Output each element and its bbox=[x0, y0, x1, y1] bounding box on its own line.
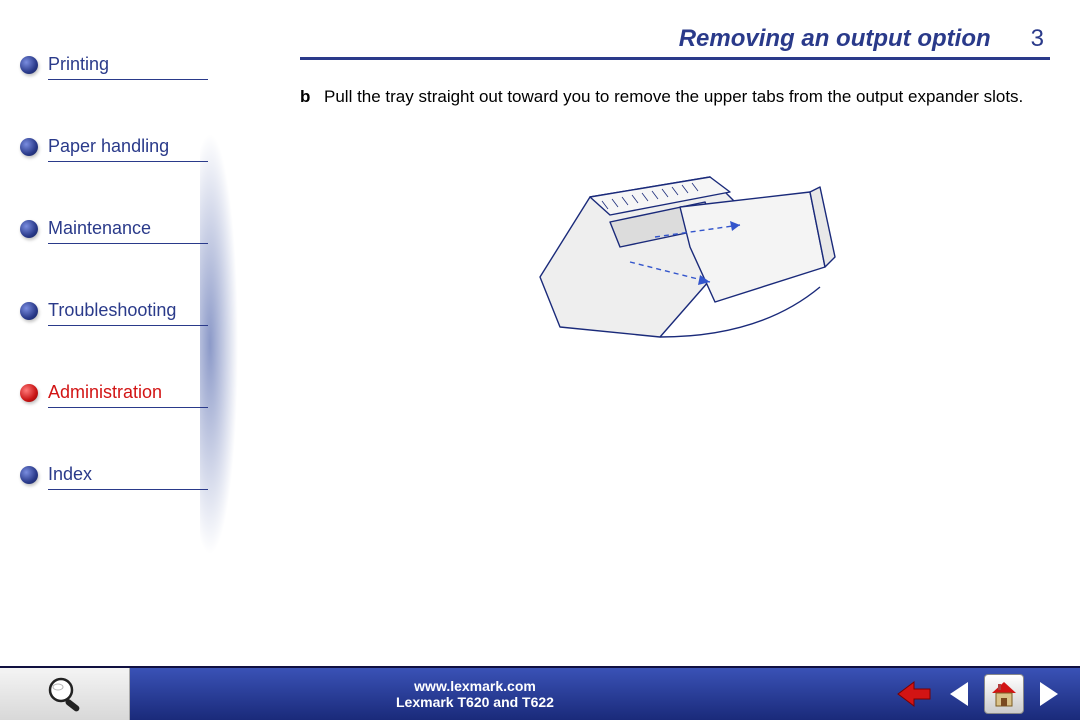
page-number: 3 bbox=[1031, 25, 1044, 53]
sidebar-item-printing[interactable]: Printing bbox=[10, 54, 220, 80]
step-letter: b bbox=[300, 86, 324, 109]
sidebar-item-label: Administration bbox=[48, 382, 208, 408]
page-title: Removing an output option bbox=[679, 25, 991, 53]
bullet-icon bbox=[20, 302, 38, 320]
sidebar-item-label: Troubleshooting bbox=[48, 300, 208, 326]
bullet-icon bbox=[20, 384, 38, 402]
sidebar-item-maintenance[interactable]: Maintenance bbox=[10, 218, 220, 244]
manual-page: Removing an output option 3 Printing Pap… bbox=[0, 0, 1080, 720]
footer-url[interactable]: www.lexmark.com bbox=[414, 678, 536, 694]
sidebar-item-paper-handling[interactable]: Paper handling bbox=[10, 136, 220, 162]
footer-bar: www.lexmark.com Lexmark T620 and T622 bbox=[0, 666, 1080, 720]
footer-nav bbox=[820, 668, 1080, 720]
sidebar-item-administration[interactable]: Administration bbox=[10, 382, 220, 408]
bullet-icon bbox=[20, 56, 38, 74]
sidebar-item-index[interactable]: Index bbox=[10, 464, 220, 490]
sidebar-item-troubleshooting[interactable]: Troubleshooting bbox=[10, 300, 220, 326]
bullet-icon bbox=[20, 466, 38, 484]
sidebar-item-label: Maintenance bbox=[48, 218, 208, 244]
next-page-icon[interactable] bbox=[1038, 679, 1062, 709]
instruction-step: b Pull the tray straight out toward you … bbox=[300, 86, 1040, 109]
search-button[interactable] bbox=[0, 668, 130, 720]
sidebar-item-label: Printing bbox=[48, 54, 208, 80]
prev-page-icon[interactable] bbox=[946, 679, 970, 709]
content-area: b Pull the tray straight out toward you … bbox=[300, 86, 1040, 357]
home-button[interactable] bbox=[984, 674, 1024, 714]
sidebar-nav: Printing Paper handling Maintenance Trou… bbox=[10, 54, 220, 546]
footer-info: www.lexmark.com Lexmark T620 and T622 bbox=[130, 668, 820, 720]
home-icon bbox=[989, 679, 1019, 709]
printer-illustration bbox=[300, 137, 1040, 357]
back-arrow-icon[interactable] bbox=[896, 679, 932, 709]
sidebar-item-label: Index bbox=[48, 464, 208, 490]
bullet-icon bbox=[20, 220, 38, 238]
footer-model: Lexmark T620 and T622 bbox=[396, 694, 554, 710]
step-text: Pull the tray straight out toward you to… bbox=[324, 86, 1023, 109]
magnifier-icon bbox=[41, 674, 89, 714]
bullet-icon bbox=[20, 138, 38, 156]
sidebar-item-label: Paper handling bbox=[48, 136, 208, 162]
printer-drawing-icon bbox=[480, 137, 860, 357]
page-header: Removing an output option 3 bbox=[300, 24, 1050, 60]
